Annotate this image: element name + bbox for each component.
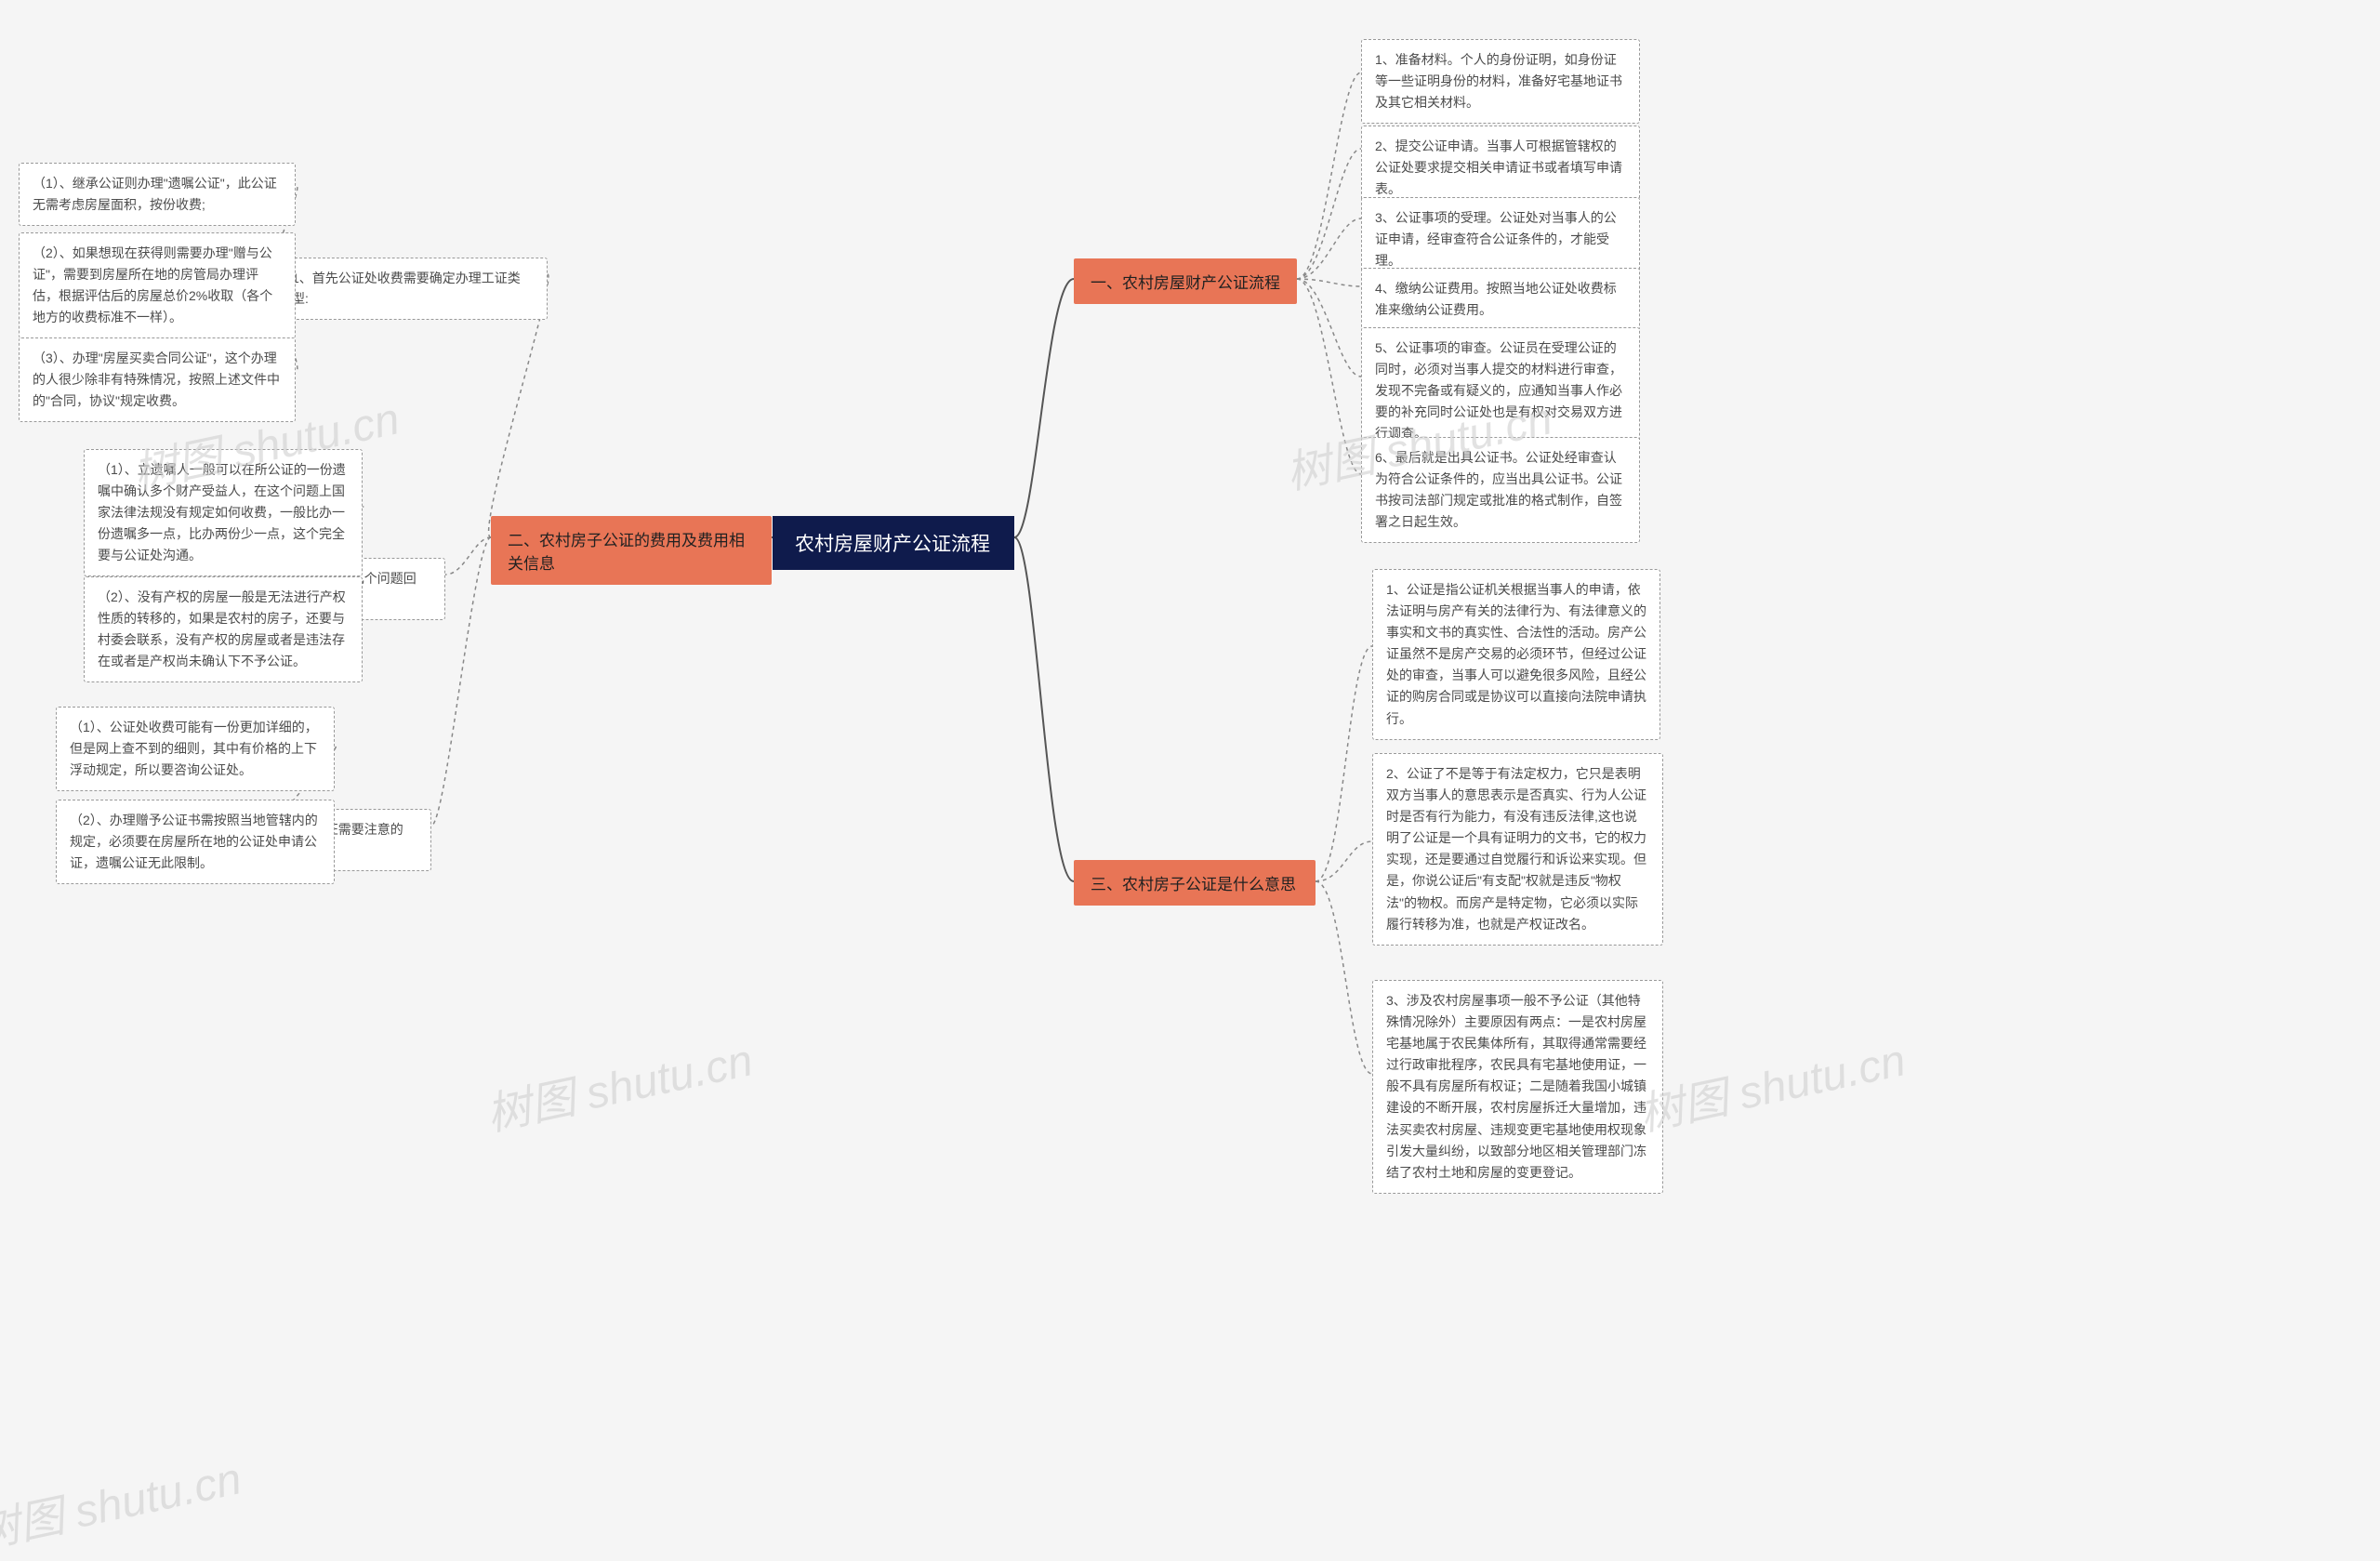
- leaf-1-1: 1、准备材料。个人的身份证明，如身份证等一些证明身份的材料，准备好宅基地证书及其…: [1361, 39, 1640, 124]
- leaf-3-1: 1、公证是指公证机关根据当事人的申请，依法证明与房产有关的法律行为、有法律意义的…: [1372, 569, 1660, 740]
- leaf-2-2-1: （1）、立遗嘱人一般可以在所公证的一份遗嘱中确认多个财产受益人，在这个问题上国家…: [84, 449, 363, 576]
- connector-layer: [0, 0, 2380, 1501]
- leaf-1-6: 6、最后就是出具公证书。公证处经审查认为符合公证条件的，应当出具公证书。公证书按…: [1361, 437, 1640, 543]
- leaf-2-3-1: （1）、公证处收费可能有一份更加详细的，但是网上查不到的细则，其中有价格的上下浮…: [56, 707, 335, 791]
- leaf-2-1-1: （1）、继承公证则办理"遗嘱公证"，此公证无需考虑房屋面积，按份收费;: [19, 163, 296, 226]
- leaf-1-5: 5、公证事项的审查。公证员在受理公证的同时，必须对当事人提交的材料进行审查，发现…: [1361, 327, 1640, 455]
- section-1: 一、农村房屋财产公证流程: [1074, 258, 1297, 304]
- root-node: 农村房屋财产公证流程: [773, 516, 1014, 570]
- leaf-3-2: 2、公证了不是等于有法定权力，它只是表明双方当事人的意思表示是否真实、行为人公证…: [1372, 753, 1663, 946]
- leaf-2-2-2: （2）、没有产权的房屋一般是无法进行产权性质的转移的，如果是农村的房子，还要与村…: [84, 576, 363, 682]
- leaf-1-4: 4、缴纳公证费用。按照当地公证处收费标准来缴纳公证费用。: [1361, 268, 1640, 331]
- section-2: 二、农村房子公证的费用及费用相关信息: [491, 516, 772, 585]
- section-3: 三、农村房子公证是什么意思: [1074, 860, 1316, 906]
- leaf-3-3: 3、涉及农村房屋事项一般不予公证（其他特殊情况除外）主要原因有两点：一是农村房屋…: [1372, 980, 1663, 1194]
- watermark: 树图 shutu.cn: [480, 1024, 758, 1144]
- watermark: 树图 shutu.cn: [1633, 1024, 1911, 1144]
- subnode-2-1: 1、首先公证处收费需要确定办理工证类型:: [278, 258, 548, 320]
- leaf-2-3-2: （2）、办理赠予公证书需按照当地管辖内的规定，必须要在房屋所在地的公证处申请公证…: [56, 800, 335, 884]
- leaf-2-1-3: （3）、办理"房屋买卖合同公证"，这个办理的人很少除非有特殊情况，按照上述文件中…: [19, 337, 296, 422]
- leaf-2-1-2: （2）、如果想现在获得则需要办理"赠与公证"，需要到房屋所在地的房管局办理评估，…: [19, 232, 296, 338]
